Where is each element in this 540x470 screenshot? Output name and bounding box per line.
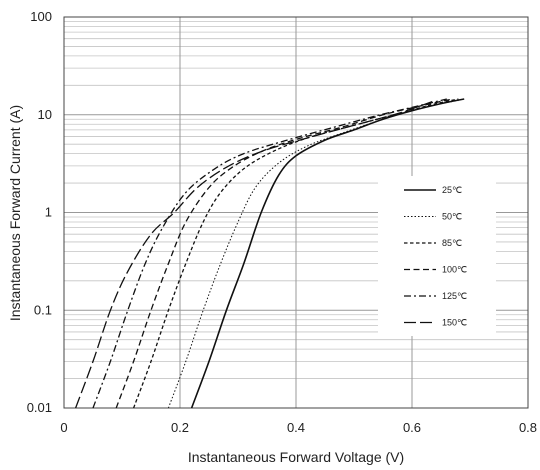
series-line-1 [190, 98, 465, 409]
plot-frame [63, 16, 529, 409]
legend-label-5: 125℃ [442, 291, 467, 301]
x-tick-label: 0.6 [403, 420, 421, 435]
y-tick-label: 10 [38, 107, 52, 122]
x-axis-label: Instantaneous Forward Voltage (V) [188, 449, 404, 465]
legend-label-6: 150℃ [442, 318, 467, 328]
y-tick-label: 1 [45, 205, 52, 220]
series-line-5 [92, 98, 447, 409]
x-tick-label: 0 [60, 420, 67, 435]
legend-label-3: 85℃ [442, 238, 462, 248]
legend-label-1: 25℃ [442, 185, 462, 195]
x-tick-label: 0.2 [171, 420, 189, 435]
y-tick-label: 0.1 [34, 302, 52, 317]
legend: 25℃ 50℃ 85℃ 100℃ 125℃ 150℃ [378, 176, 496, 336]
series-line-6 [74, 99, 436, 409]
legend-box [378, 176, 496, 336]
x-tick-label: 0.8 [519, 420, 537, 435]
legend-label-2: 50℃ [442, 212, 462, 222]
tick-labels: 0 0.2 0.4 0.6 0.8 0.01 0.1 1 10 100 [27, 9, 537, 435]
curves [74, 98, 465, 409]
y-axis-label: Instantaneous Forward Current (A) [7, 105, 23, 321]
legend-label-4: 100℃ [442, 265, 467, 275]
y-tick-label: 100 [30, 9, 52, 24]
y-tick-label: 0.01 [27, 400, 52, 415]
x-tick-label: 0.4 [287, 420, 305, 435]
